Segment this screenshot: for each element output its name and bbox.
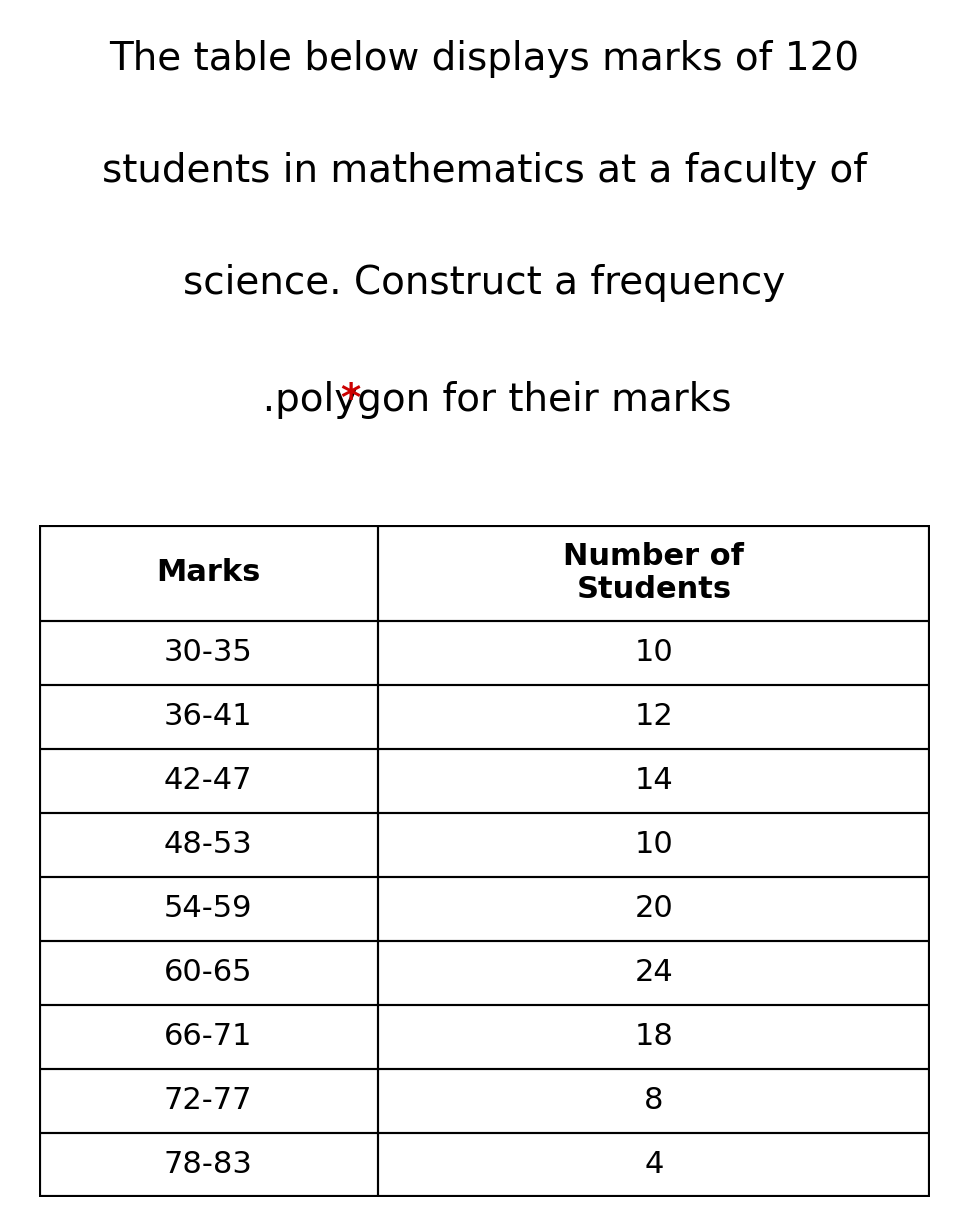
- Bar: [378, 813, 930, 877]
- Text: .polygon for their marks: .polygon for their marks: [237, 381, 732, 420]
- Bar: [39, 940, 378, 1005]
- Bar: [39, 525, 378, 621]
- Bar: [378, 1005, 930, 1068]
- Text: 42-47: 42-47: [164, 767, 252, 795]
- Bar: [39, 685, 378, 748]
- Text: 30-35: 30-35: [164, 639, 253, 668]
- Text: *: *: [341, 381, 360, 420]
- Bar: [39, 748, 378, 813]
- Text: students in mathematics at a faculty of: students in mathematics at a faculty of: [102, 151, 867, 190]
- Bar: [39, 621, 378, 685]
- Text: Number of
Students: Number of Students: [563, 542, 744, 604]
- Text: 36-41: 36-41: [164, 702, 253, 731]
- Text: 18: 18: [635, 1022, 673, 1051]
- Text: 54-59: 54-59: [164, 894, 252, 923]
- Bar: [39, 1133, 378, 1197]
- Bar: [39, 813, 378, 877]
- Bar: [378, 877, 930, 940]
- Text: 10: 10: [635, 830, 673, 860]
- Text: 60-65: 60-65: [164, 958, 252, 988]
- Text: 8: 8: [644, 1087, 664, 1115]
- Text: science. Construct a frequency: science. Construct a frequency: [183, 264, 786, 303]
- Bar: [378, 621, 930, 685]
- Bar: [378, 525, 930, 621]
- Text: 78-83: 78-83: [164, 1150, 253, 1179]
- Bar: [378, 685, 930, 748]
- Text: The table below displays marks of 120: The table below displays marks of 120: [109, 39, 860, 78]
- Text: 4: 4: [644, 1150, 664, 1179]
- Bar: [39, 877, 378, 940]
- Text: Marks: Marks: [156, 558, 261, 587]
- Bar: [378, 940, 930, 1005]
- Bar: [378, 1068, 930, 1133]
- Bar: [39, 1005, 378, 1068]
- Text: 48-53: 48-53: [164, 830, 253, 860]
- Text: 10: 10: [635, 639, 673, 668]
- Text: 12: 12: [635, 702, 673, 731]
- Text: 14: 14: [635, 767, 673, 795]
- Bar: [39, 1068, 378, 1133]
- Text: 72-77: 72-77: [164, 1087, 252, 1115]
- Bar: [378, 748, 930, 813]
- Bar: [378, 1133, 930, 1197]
- Text: 66-71: 66-71: [164, 1022, 252, 1051]
- Text: 24: 24: [635, 958, 673, 988]
- Text: 20: 20: [635, 894, 673, 923]
